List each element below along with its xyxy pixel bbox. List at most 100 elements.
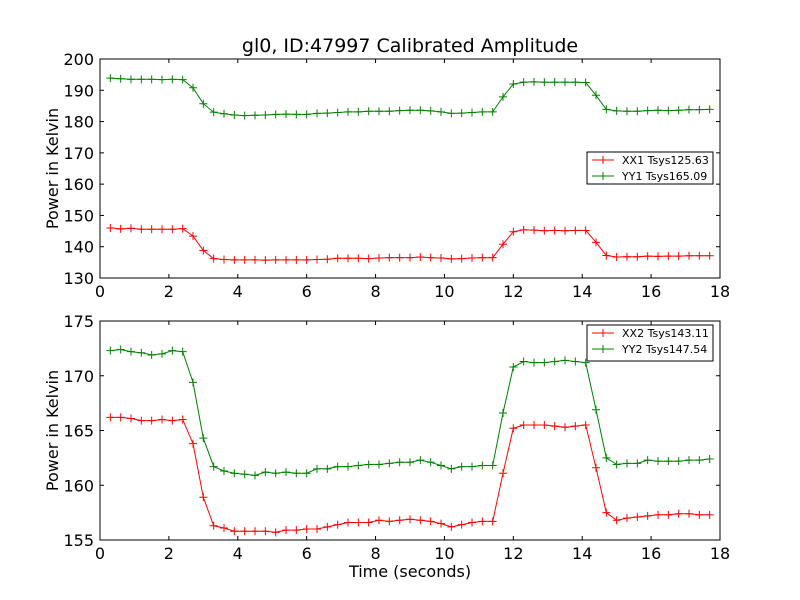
data-point (385, 517, 394, 526)
data-point (344, 254, 352, 263)
data-point (530, 226, 538, 235)
data-point (695, 105, 704, 114)
x-tick-label: 10 (434, 282, 454, 301)
data-point (509, 424, 518, 433)
data-point (354, 107, 363, 116)
data-point (189, 439, 197, 448)
data-point (602, 105, 611, 114)
x-tick-label: 12 (503, 282, 523, 301)
data-point (106, 223, 115, 232)
data-point (220, 109, 228, 118)
data-point (385, 459, 394, 468)
data-point (550, 226, 559, 235)
legend-marker (599, 172, 607, 180)
data-point (499, 408, 507, 417)
data-point (654, 252, 662, 261)
data-point (488, 107, 497, 116)
data-point (447, 522, 456, 531)
data-point (685, 105, 693, 114)
data-point (602, 251, 611, 260)
data-point (612, 253, 621, 262)
data-point (468, 253, 476, 262)
data-point (457, 254, 466, 263)
data-point (468, 518, 476, 527)
data-point (251, 527, 259, 536)
data-point (633, 252, 642, 261)
data-point (302, 469, 311, 478)
data-point (674, 509, 683, 518)
data-point (137, 225, 146, 234)
data-point (623, 252, 631, 261)
data-point (333, 462, 342, 471)
data-point (581, 226, 590, 235)
data-point (323, 464, 332, 473)
data-point (643, 456, 652, 465)
legend-label: YY2 Tsys147.54 (621, 343, 707, 356)
data-point (333, 520, 342, 529)
legend-item: XX2 Tsys143.11 (592, 327, 709, 340)
data-point (199, 99, 208, 108)
data-point (158, 225, 166, 234)
x-tick-label: 6 (302, 282, 312, 301)
data-point (447, 254, 456, 263)
data-point (137, 348, 146, 357)
data-point (509, 227, 518, 236)
data-point (364, 254, 373, 263)
data-point (395, 106, 404, 115)
data-point (271, 469, 280, 478)
data-point (674, 106, 683, 115)
x-tick-label: 4 (233, 544, 243, 563)
data-point (137, 416, 146, 425)
legend-item: XX1 Tsys125.63 (592, 154, 709, 167)
data-point (178, 224, 187, 233)
data-point (375, 516, 383, 525)
data-point (664, 106, 673, 115)
data-point (127, 224, 135, 233)
data-point (581, 421, 590, 430)
data-point (633, 107, 642, 116)
data-point (488, 517, 497, 526)
data-point (333, 254, 342, 263)
data-point (271, 110, 280, 119)
x-tick-label: 14 (572, 282, 592, 301)
data-point (251, 255, 259, 264)
data-point (292, 110, 301, 119)
data-point (127, 347, 135, 356)
data-point (292, 255, 301, 264)
legend-item: YY2 Tsys147.54 (592, 343, 707, 356)
data-point (313, 464, 321, 473)
data-point (220, 467, 228, 476)
legend-marker (599, 345, 607, 353)
data-point (395, 253, 404, 262)
data-point (643, 106, 652, 115)
data-point (116, 74, 125, 83)
data-point (509, 362, 518, 371)
x-tick-label: 8 (370, 282, 380, 301)
data-point (530, 421, 538, 430)
data-point (106, 74, 115, 83)
data-point (302, 525, 311, 534)
series-2-2 (106, 345, 714, 480)
data-point (437, 253, 445, 262)
data-point (540, 421, 549, 430)
data-point (406, 106, 414, 115)
legend-label: XX1 Tsys125.63 (622, 154, 709, 167)
data-point (406, 458, 414, 467)
data-point (509, 80, 518, 89)
data-point (116, 345, 125, 354)
x-tick-label: 18 (710, 544, 730, 563)
x-tick-label: 8 (370, 544, 380, 563)
legend: XX1 Tsys125.63 YY1 Tsys165.09 (586, 151, 714, 185)
data-point (158, 75, 166, 84)
data-point (344, 518, 352, 527)
data-point (519, 421, 528, 430)
data-point (499, 469, 507, 478)
data-point (189, 83, 197, 92)
data-point (147, 75, 156, 84)
data-point (189, 232, 197, 241)
legend-box (586, 324, 714, 362)
data-point (685, 456, 693, 465)
y-axis-label: Power in Kelvin (43, 108, 62, 229)
